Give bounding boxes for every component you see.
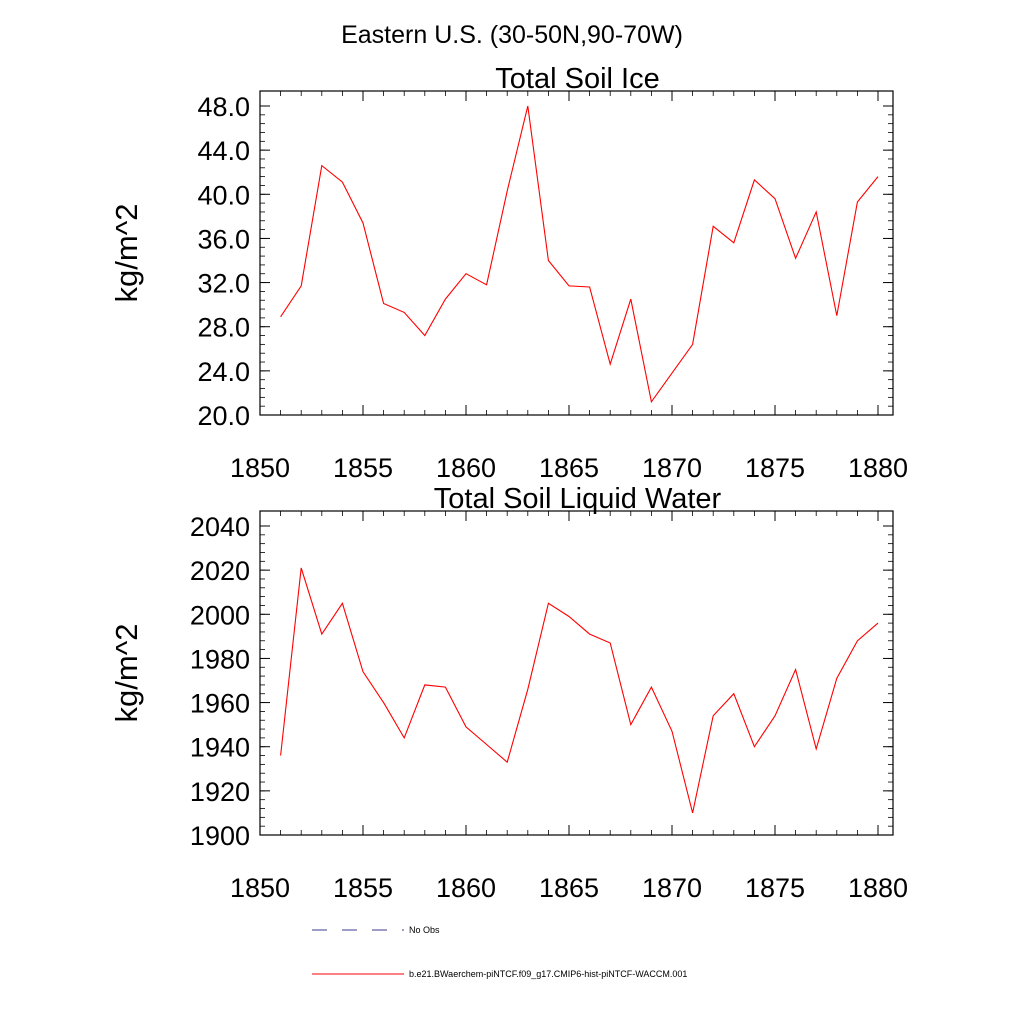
y-tick-label: 2020 (190, 556, 250, 586)
chart-legend: No Obs b.e21.BWaerchem-piNTCF.f09_g17.CMI… (312, 925, 687, 979)
chart-panel-2: Total Soil Liquid Water kg/m^2 1850 1855 186… (109, 483, 908, 903)
y-tick-label: 2040 (190, 512, 250, 542)
chart-panel-1: Total Soil Ice kg/m^2 1850 1855 1860 1865 1870… (109, 63, 908, 483)
x-tick-label: 1880 (848, 453, 908, 483)
x-tick-label: 1875 (745, 453, 805, 483)
panel-title: Total Soil Ice (495, 63, 659, 95)
y-tick-label: 1940 (190, 733, 250, 763)
legend-label-2: b.e21.BWaerchem-piNTCF.f09_g17.CMIP6-his… (409, 969, 687, 979)
panel-title: Total Soil Liquid Water (434, 483, 722, 515)
x-tick-label: 1870 (642, 873, 702, 903)
x-tick-label: 1850 (230, 873, 290, 903)
x-tick-label: 1865 (539, 873, 599, 903)
x-tick-label: 1850 (230, 453, 290, 483)
plot-frame (259, 90, 894, 416)
y-tick-label: 2000 (190, 600, 250, 630)
x-tick-label: 1875 (745, 873, 805, 903)
y-tick-label: 1920 (190, 777, 250, 807)
x-tick-label: 1880 (848, 873, 908, 903)
y-tick-label: 44.0 (197, 136, 250, 166)
y-tick-label: 1980 (190, 644, 250, 674)
y-tick-label: 48.0 (197, 92, 250, 122)
legend-label-1: No Obs (409, 925, 440, 935)
y-tick-label: 28.0 (197, 313, 250, 343)
y-tick-label: 36.0 (197, 224, 250, 254)
y-tick-label: 1900 (190, 821, 250, 851)
y-tick-label: 24.0 (197, 357, 250, 387)
x-tick-label: 1860 (436, 453, 496, 483)
y-tick-label: 20.0 (197, 401, 250, 431)
figure-suptitle: Eastern U.S. (30-50N,90-70W) (341, 21, 683, 49)
y-tick-label: 1960 (190, 689, 250, 719)
plot-frame (259, 510, 894, 836)
y-axis-label: kg/m^2 (109, 204, 144, 303)
series-line (280, 567, 879, 814)
x-tick-label: 1855 (333, 873, 393, 903)
x-tick-label: 1865 (539, 453, 599, 483)
y-axis-label: kg/m^2 (109, 624, 144, 723)
chart-panels: Total Soil Ice kg/m^2 1850 1855 1860 1865 1870… (109, 63, 908, 903)
x-tick-label: 1870 (642, 453, 702, 483)
x-tick-label: 1855 (333, 453, 393, 483)
y-tick-label: 32.0 (197, 269, 250, 299)
y-tick-label: 40.0 (197, 180, 250, 210)
series-line (280, 105, 879, 404)
x-tick-label: 1860 (436, 873, 496, 903)
